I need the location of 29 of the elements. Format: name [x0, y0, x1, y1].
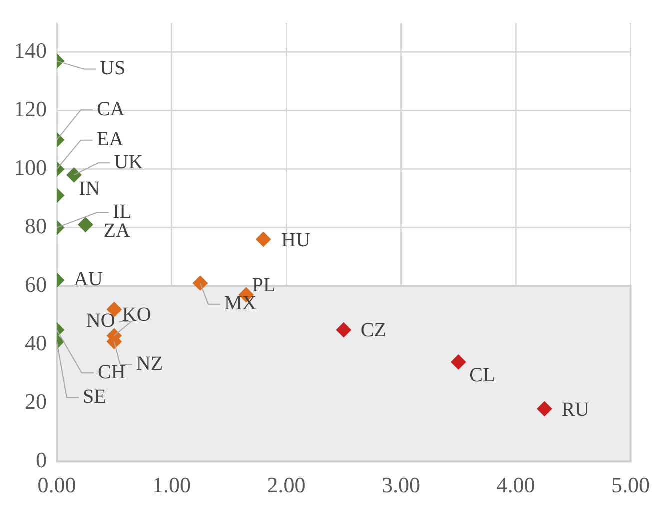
- annotation: US: [100, 57, 126, 80]
- y-tick-label: 0: [36, 447, 47, 472]
- y-tick-label: 120: [14, 96, 47, 122]
- y-tick-label: 40: [25, 330, 47, 356]
- annotation: UK: [114, 151, 144, 174]
- annotation: NO: [86, 310, 116, 332]
- y-tick-label: 20: [25, 388, 47, 414]
- annotation: NZ: [136, 353, 164, 376]
- annotation: SE: [83, 386, 106, 408]
- x-tick-label: 0.00: [38, 472, 76, 498]
- annotation: KO: [122, 304, 152, 326]
- annotation: CZ: [360, 319, 386, 342]
- x-tick-label: 3.00: [382, 472, 420, 498]
- x-tick-label: 5.00: [612, 472, 650, 498]
- annotation: HU: [282, 230, 311, 252]
- y-tick-label: 140: [14, 38, 47, 64]
- x-tick-label: 1.00: [152, 472, 191, 498]
- y-tick-label: 60: [25, 272, 47, 298]
- annotation: IN: [79, 178, 100, 200]
- annotation: AU: [74, 268, 104, 291]
- y-tick-label: 100: [14, 155, 47, 180]
- annotation: CA: [97, 98, 126, 120]
- y-tick-label: 80: [25, 214, 47, 239]
- annotation: RU: [562, 399, 590, 422]
- x-tick-label: 4.00: [496, 472, 536, 498]
- annotation: CH: [98, 361, 126, 384]
- annotation: EA: [97, 128, 124, 151]
- annotation: CL: [470, 364, 496, 386]
- x-tick-label: 2.00: [267, 472, 306, 498]
